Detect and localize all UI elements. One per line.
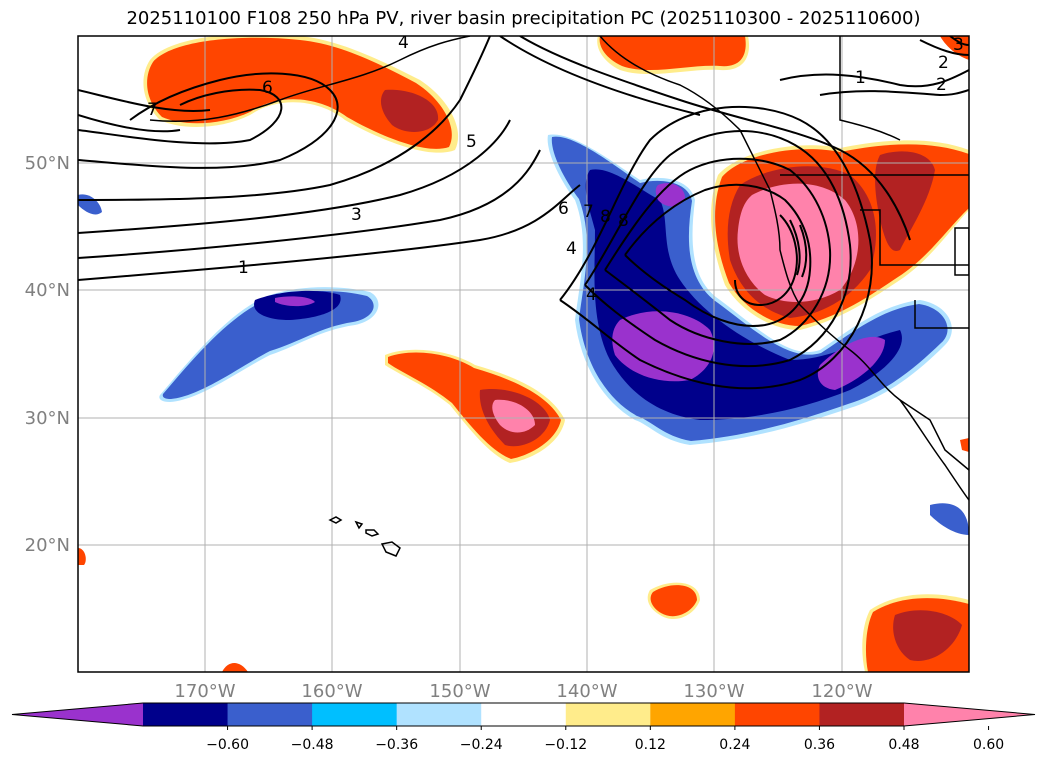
lon-label: 150°W [429,681,490,702]
lat-label: 20°N [25,535,70,556]
colorbar-segment [312,703,398,726]
contour-label: 1 [238,258,249,278]
lon-label: 170°W [174,681,235,702]
colorbar-tick-label: 0.60 [973,737,1004,753]
colorbar-extend-low [12,703,143,726]
colorbar-segment [565,703,651,726]
contour-label: 2 [936,75,947,95]
colorbar-segment [734,703,820,726]
contour-labels: 1 2 3 4 5 6 7 8 1 2 3 4 6 7 8 4 [147,33,964,305]
contour-label: 3 [953,35,964,55]
colorbar-tick-label: −0.12 [544,737,587,753]
lon-label: 130°W [683,681,744,702]
contour-label: 4 [398,33,409,53]
map-title: 2025110100 F108 250 hPa PV, river basin … [126,8,921,29]
colorbar-segment [396,703,482,726]
contour-label: 4 [566,239,577,259]
pv-contours [78,36,969,390]
colorbar-tick-label: 0.24 [719,737,750,753]
colorbar-tick-label: 0.48 [888,737,919,753]
map-panel: 1 2 3 4 5 6 7 8 1 2 3 4 6 7 8 4 [78,33,969,672]
contour-label: 1 [855,68,866,88]
contour-label: 6 [262,78,273,98]
lat-label: 30°N [25,408,70,429]
colorbar-tick-label: −0.36 [375,737,418,753]
contour-label: 5 [466,132,477,152]
colorbar-segment [481,703,567,726]
lon-label: 160°W [301,681,362,702]
colorbar-extend-high [904,703,1035,726]
contour-label: 4 [586,285,597,305]
graticule [78,36,969,672]
colorbar-segment [143,703,229,726]
contour-label: 7 [147,100,158,120]
contour-label: 8 [618,211,629,231]
contour-label: 8 [600,207,611,227]
colorbar-tick-label: −0.48 [291,737,334,753]
contour-label: 7 [583,202,594,222]
colorbar-outline [11,702,1036,727]
lon-label: 140°W [556,681,617,702]
colorbar-tick-label: −0.24 [460,737,503,753]
colorbar-tick-label: −0.60 [206,737,249,753]
colorbar-segment [650,703,736,726]
colorbar-tick-label: 0.36 [804,737,835,753]
colorbar-segment [227,703,313,726]
contour-label: 6 [558,199,569,219]
colorbar: −0.60 −0.48 −0.36 −0.24 −0.12 0.12 0.24 0.36 0.4… [11,702,1036,753]
longitude-labels: 170°W 160°W 150°W 140°W 130°W 120°W [174,681,872,702]
contour-label: 3 [351,205,362,225]
lat-label: 40°N [25,280,70,301]
lat-label: 50°N [25,153,70,174]
colorbar-tick-label: 0.12 [635,737,666,753]
latitude-labels: 50°N 40°N 30°N 20°N [25,153,70,556]
map-frame [77,35,970,673]
colorbar-segment [819,703,905,726]
lon-label: 120°W [811,681,872,702]
contour-label: 2 [938,53,949,73]
